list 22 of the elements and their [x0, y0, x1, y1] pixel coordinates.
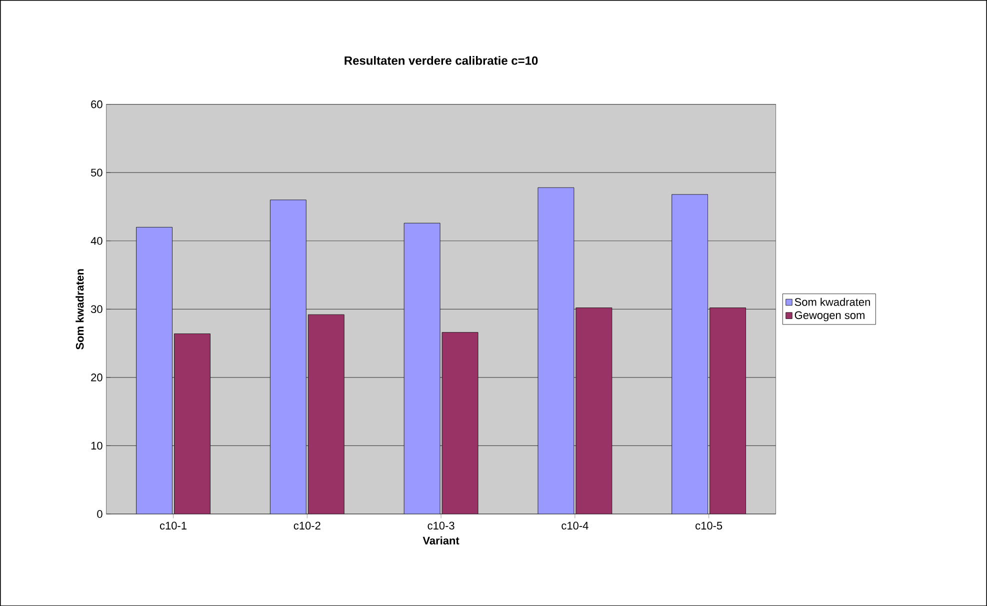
y-tick-label: 20: [91, 373, 102, 382]
x-axis-title: Variant: [422, 536, 460, 544]
bar: [672, 194, 708, 514]
bar: [538, 187, 574, 514]
y-tick-label: 40: [90, 236, 102, 245]
bar: [136, 226, 172, 514]
y-tick-label: 10: [91, 442, 102, 450]
y-tick-label: 0: [97, 510, 102, 518]
y-tick-label: 30: [90, 305, 102, 313]
x-tick-label: c10-5: [696, 522, 722, 530]
y-axis-title: Som kwadraten: [76, 269, 84, 350]
bar: [404, 222, 440, 514]
legend-label: Som kwadraten: [794, 298, 870, 306]
bar: [270, 200, 306, 514]
y-tick-label: 50: [91, 168, 102, 176]
x-tick-label: c10-3: [428, 522, 454, 530]
x-tick-label: c10-1: [160, 522, 186, 530]
legend-label: Gewogen som: [794, 311, 864, 322]
x-tick-label: c10-4: [562, 522, 588, 530]
chart-title: Resultaten verdere calibratie c=10: [344, 56, 538, 65]
y-tick-label: 60: [91, 100, 102, 108]
x-tick-label: c10-2: [294, 522, 320, 530]
